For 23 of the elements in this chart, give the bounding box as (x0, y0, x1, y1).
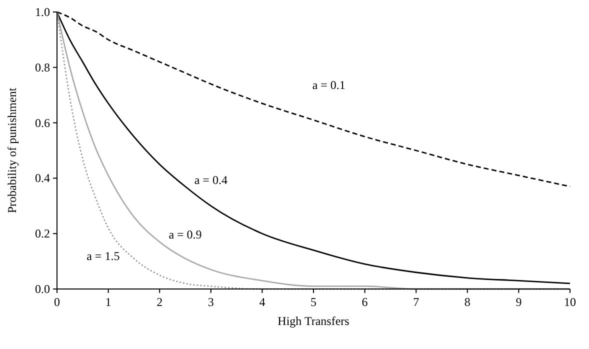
x-tick-label: 8 (464, 295, 470, 309)
y-tick-label: 0.4 (35, 171, 50, 186)
x-tick-label: 6 (362, 295, 368, 309)
y-tick-label: 1.0 (35, 5, 50, 19)
x-tick-label: 5 (310, 295, 316, 309)
x-tick-label: 1 (105, 295, 112, 309)
x-axis-title: High Transfers (278, 314, 350, 328)
y-axis-title: Probability of punishment (5, 87, 19, 214)
y-tick-label: 0.0 (35, 282, 50, 296)
x-tick-label: 3 (208, 295, 214, 309)
x-tick-label: 9 (516, 295, 522, 309)
x-tick-label: 0 (54, 295, 60, 309)
y-tick-label: 0.2 (35, 226, 50, 241)
series-label: a = 0.9 (168, 228, 202, 242)
x-tick-label: 4 (259, 295, 266, 309)
series-label: a = 0.4 (194, 172, 228, 187)
text: a = 0.1 (312, 78, 346, 92)
y-tick-label: 0.6 (35, 116, 50, 130)
x-tick-label: 7 (413, 295, 420, 309)
x-tick-label: 10 (564, 295, 576, 309)
series-label: a = 1.5 (86, 248, 120, 263)
y-tick-label: 0.8 (35, 60, 50, 74)
x-tick-label: 2 (156, 295, 163, 309)
